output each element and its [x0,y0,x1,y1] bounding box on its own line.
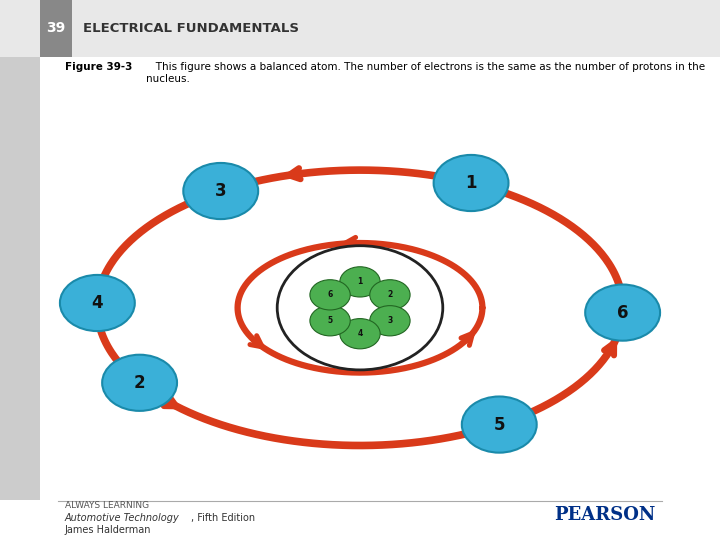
Text: 1: 1 [357,278,363,286]
Text: James Halderman: James Halderman [65,524,151,535]
Text: PEARSON: PEARSON [554,506,655,524]
Circle shape [585,285,660,341]
Text: 6: 6 [328,291,333,299]
Text: 6: 6 [617,303,629,322]
Text: Automotive Technology: Automotive Technology [65,512,179,523]
Text: ALWAYS LEARNING: ALWAYS LEARNING [65,501,149,510]
Text: 2: 2 [387,291,392,299]
Circle shape [433,155,508,211]
Circle shape [370,306,410,336]
Circle shape [340,319,380,349]
Text: , Fifth Edition: , Fifth Edition [191,512,255,523]
Circle shape [184,163,258,219]
Circle shape [277,246,443,370]
Circle shape [340,267,380,297]
Circle shape [310,306,350,336]
Text: 3: 3 [215,182,227,200]
Text: 1: 1 [465,174,477,192]
Circle shape [102,355,177,411]
Text: 2: 2 [134,374,145,392]
Circle shape [60,275,135,331]
Text: 4: 4 [357,329,363,338]
Bar [0,57,40,540]
Circle shape [462,396,536,453]
Text: 4: 4 [91,294,103,312]
Text: Figure 39-3: Figure 39-3 [65,62,132,72]
Text: 39: 39 [46,21,65,35]
Text: 5: 5 [328,316,333,325]
Text: This figure shows a balanced atom. The number of electrons is the same as the nu: This figure shows a balanced atom. The n… [146,62,706,84]
Bar [0,500,720,540]
Text: 5: 5 [493,416,505,434]
Text: ELECTRICAL FUNDAMENTALS: ELECTRICAL FUNDAMENTALS [83,22,299,35]
Circle shape [310,280,350,310]
Bar [40,0,72,57]
Text: 3: 3 [387,316,392,325]
Bar [0,0,720,57]
Circle shape [370,280,410,310]
